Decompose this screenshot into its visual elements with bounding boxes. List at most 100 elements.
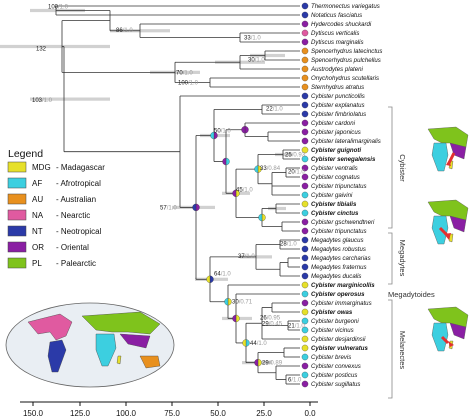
node-age-label: 22/1.0 [266, 107, 283, 113]
taxon-label: Hydercodes shuckardi [311, 21, 372, 28]
taxon-label: Cybister lateralimarginalis [311, 138, 381, 145]
tip-area-dot [301, 173, 309, 181]
ancestral-area-pie [254, 358, 259, 367]
tip-area-dot [301, 29, 309, 37]
legend-swatch [7, 241, 27, 253]
tip-area-dot [301, 227, 309, 235]
tip-area-dot [301, 110, 309, 118]
tip-area-dot [301, 191, 309, 199]
node-age-label: 100/1.0 [48, 5, 69, 11]
legend-label: - Australian [56, 195, 96, 204]
taxon-label: Cybister fimbriolatus [311, 111, 366, 118]
oriental-region [119, 333, 151, 349]
group-label-megadytoides: Megadytoides [388, 290, 435, 299]
ancestral-area-pie [209, 275, 214, 283]
taxon-label: Cybister vicinus [311, 327, 354, 334]
hpd-bar [250, 53, 285, 58]
taxon-label: Cybister owas [311, 309, 353, 316]
tip-area-dot [301, 344, 309, 352]
taxon-label: Megadytes ducalis [311, 273, 361, 280]
tip-area-dot [301, 101, 309, 109]
axis-tick-label: 25.0 [256, 409, 272, 418]
tip-area-dot [301, 353, 309, 361]
taxon-label: Spencerhydrus latecinctus [311, 48, 382, 55]
ancestral-area-pie [254, 165, 259, 173]
ancestral-area-pie [261, 213, 266, 222]
axis-tick-label: 0.0 [304, 409, 316, 418]
tip-area-dot [301, 308, 309, 316]
taxon-label: Cybister burgeoni [311, 318, 359, 325]
ancestral-area-pie [235, 314, 240, 323]
taxon-label: Cybister cognatus [311, 174, 360, 181]
node-age-label: 44/1.0 [250, 341, 267, 347]
taxon-label: Cybister operosus [311, 291, 365, 298]
node-age-label: 64/1.0 [214, 271, 231, 277]
tip-area-dot [301, 164, 309, 172]
inset-map-cybister-2 [420, 198, 472, 250]
tip-area-dot [301, 245, 309, 253]
tip-area-dot [301, 155, 309, 163]
ancestral-area-pie [210, 131, 215, 140]
tip-area-dot [301, 2, 309, 10]
tip-area-dot [301, 326, 309, 334]
node-age-label: 26/0.95 [260, 315, 281, 321]
taxon-label: Cybister posticus [311, 372, 357, 379]
legend-label: - Oriental [56, 243, 89, 252]
tip-area-dot [301, 92, 309, 100]
taxon-label: Megadytes glaucus [311, 237, 364, 244]
node-age-label: 20/1.0 [288, 170, 305, 176]
taxon-label: Cybister marginicollis [311, 282, 375, 289]
ancestral-area-pie [227, 298, 232, 306]
tip-area-dot [301, 146, 309, 154]
legend-code: MDG [32, 163, 51, 172]
legend-swatch [7, 209, 27, 221]
node-age-label: 37/1.0 [238, 254, 255, 260]
node-age-label: 103/1.0 [32, 98, 53, 104]
axis-tick-label: 100.0 [116, 409, 137, 418]
taxon-label: Cybister ventralis [311, 165, 358, 172]
inset-map-melanectes [420, 305, 472, 357]
tip-area-dot [301, 200, 309, 208]
tip-area-dot [301, 182, 309, 190]
madagascar-region [116, 355, 122, 365]
legend-code: AU [32, 195, 43, 204]
group-label-melanectes: Melanectes [398, 331, 407, 370]
taxon-label: Cybister tibialis [311, 201, 357, 208]
group-brackets [388, 106, 393, 399]
ancestral-area-pie [195, 203, 200, 212]
taxon-label: Cybister gschwendtneri [311, 219, 375, 226]
axis-tick-label: 125.0 [70, 409, 91, 418]
legend-code: AF [32, 179, 42, 188]
legend-code: NA [32, 211, 44, 220]
node-age-label: 21/1.0 [288, 324, 305, 330]
node-age-label: 25/0.93 [285, 153, 306, 159]
tip-area-dot [301, 47, 309, 55]
hpd-bar [30, 97, 110, 101]
palearctic-region [81, 311, 161, 335]
taxon-label: Cybister vulneratus [311, 345, 369, 352]
tip-area-dot [301, 74, 309, 82]
legend-label: - Neotropical [56, 227, 102, 236]
ancestral-area-pie [225, 157, 230, 166]
taxon-label: Austrodytes plateni [310, 66, 363, 73]
ancestral-area-pie [224, 298, 229, 306]
ancestral-area-pie [257, 358, 262, 367]
tip-area-dot [301, 209, 309, 217]
taxon-label: Spencerhydrus pulchellus [311, 57, 381, 64]
node-age-label: 132 [36, 47, 47, 53]
axis-tick-label: 50.0 [210, 409, 226, 418]
legend-swatch [7, 193, 27, 205]
hpd-bar [0, 44, 110, 49]
legend-title: Legend [8, 148, 43, 160]
legend-swatch [7, 225, 27, 237]
tip-area-dot [301, 380, 309, 388]
tip-area-dot [301, 290, 309, 298]
taxon-label: Megadytes robustus [311, 246, 366, 253]
ancestral-area-pie [192, 203, 197, 212]
legend-swatch [7, 257, 27, 269]
taxon-label: Sternhydrus atratus [311, 84, 364, 91]
ancestral-area-pie [245, 339, 250, 347]
inset-map-cybister-1 [420, 125, 472, 177]
taxon-label: Dytiscus marginalis [311, 39, 364, 46]
